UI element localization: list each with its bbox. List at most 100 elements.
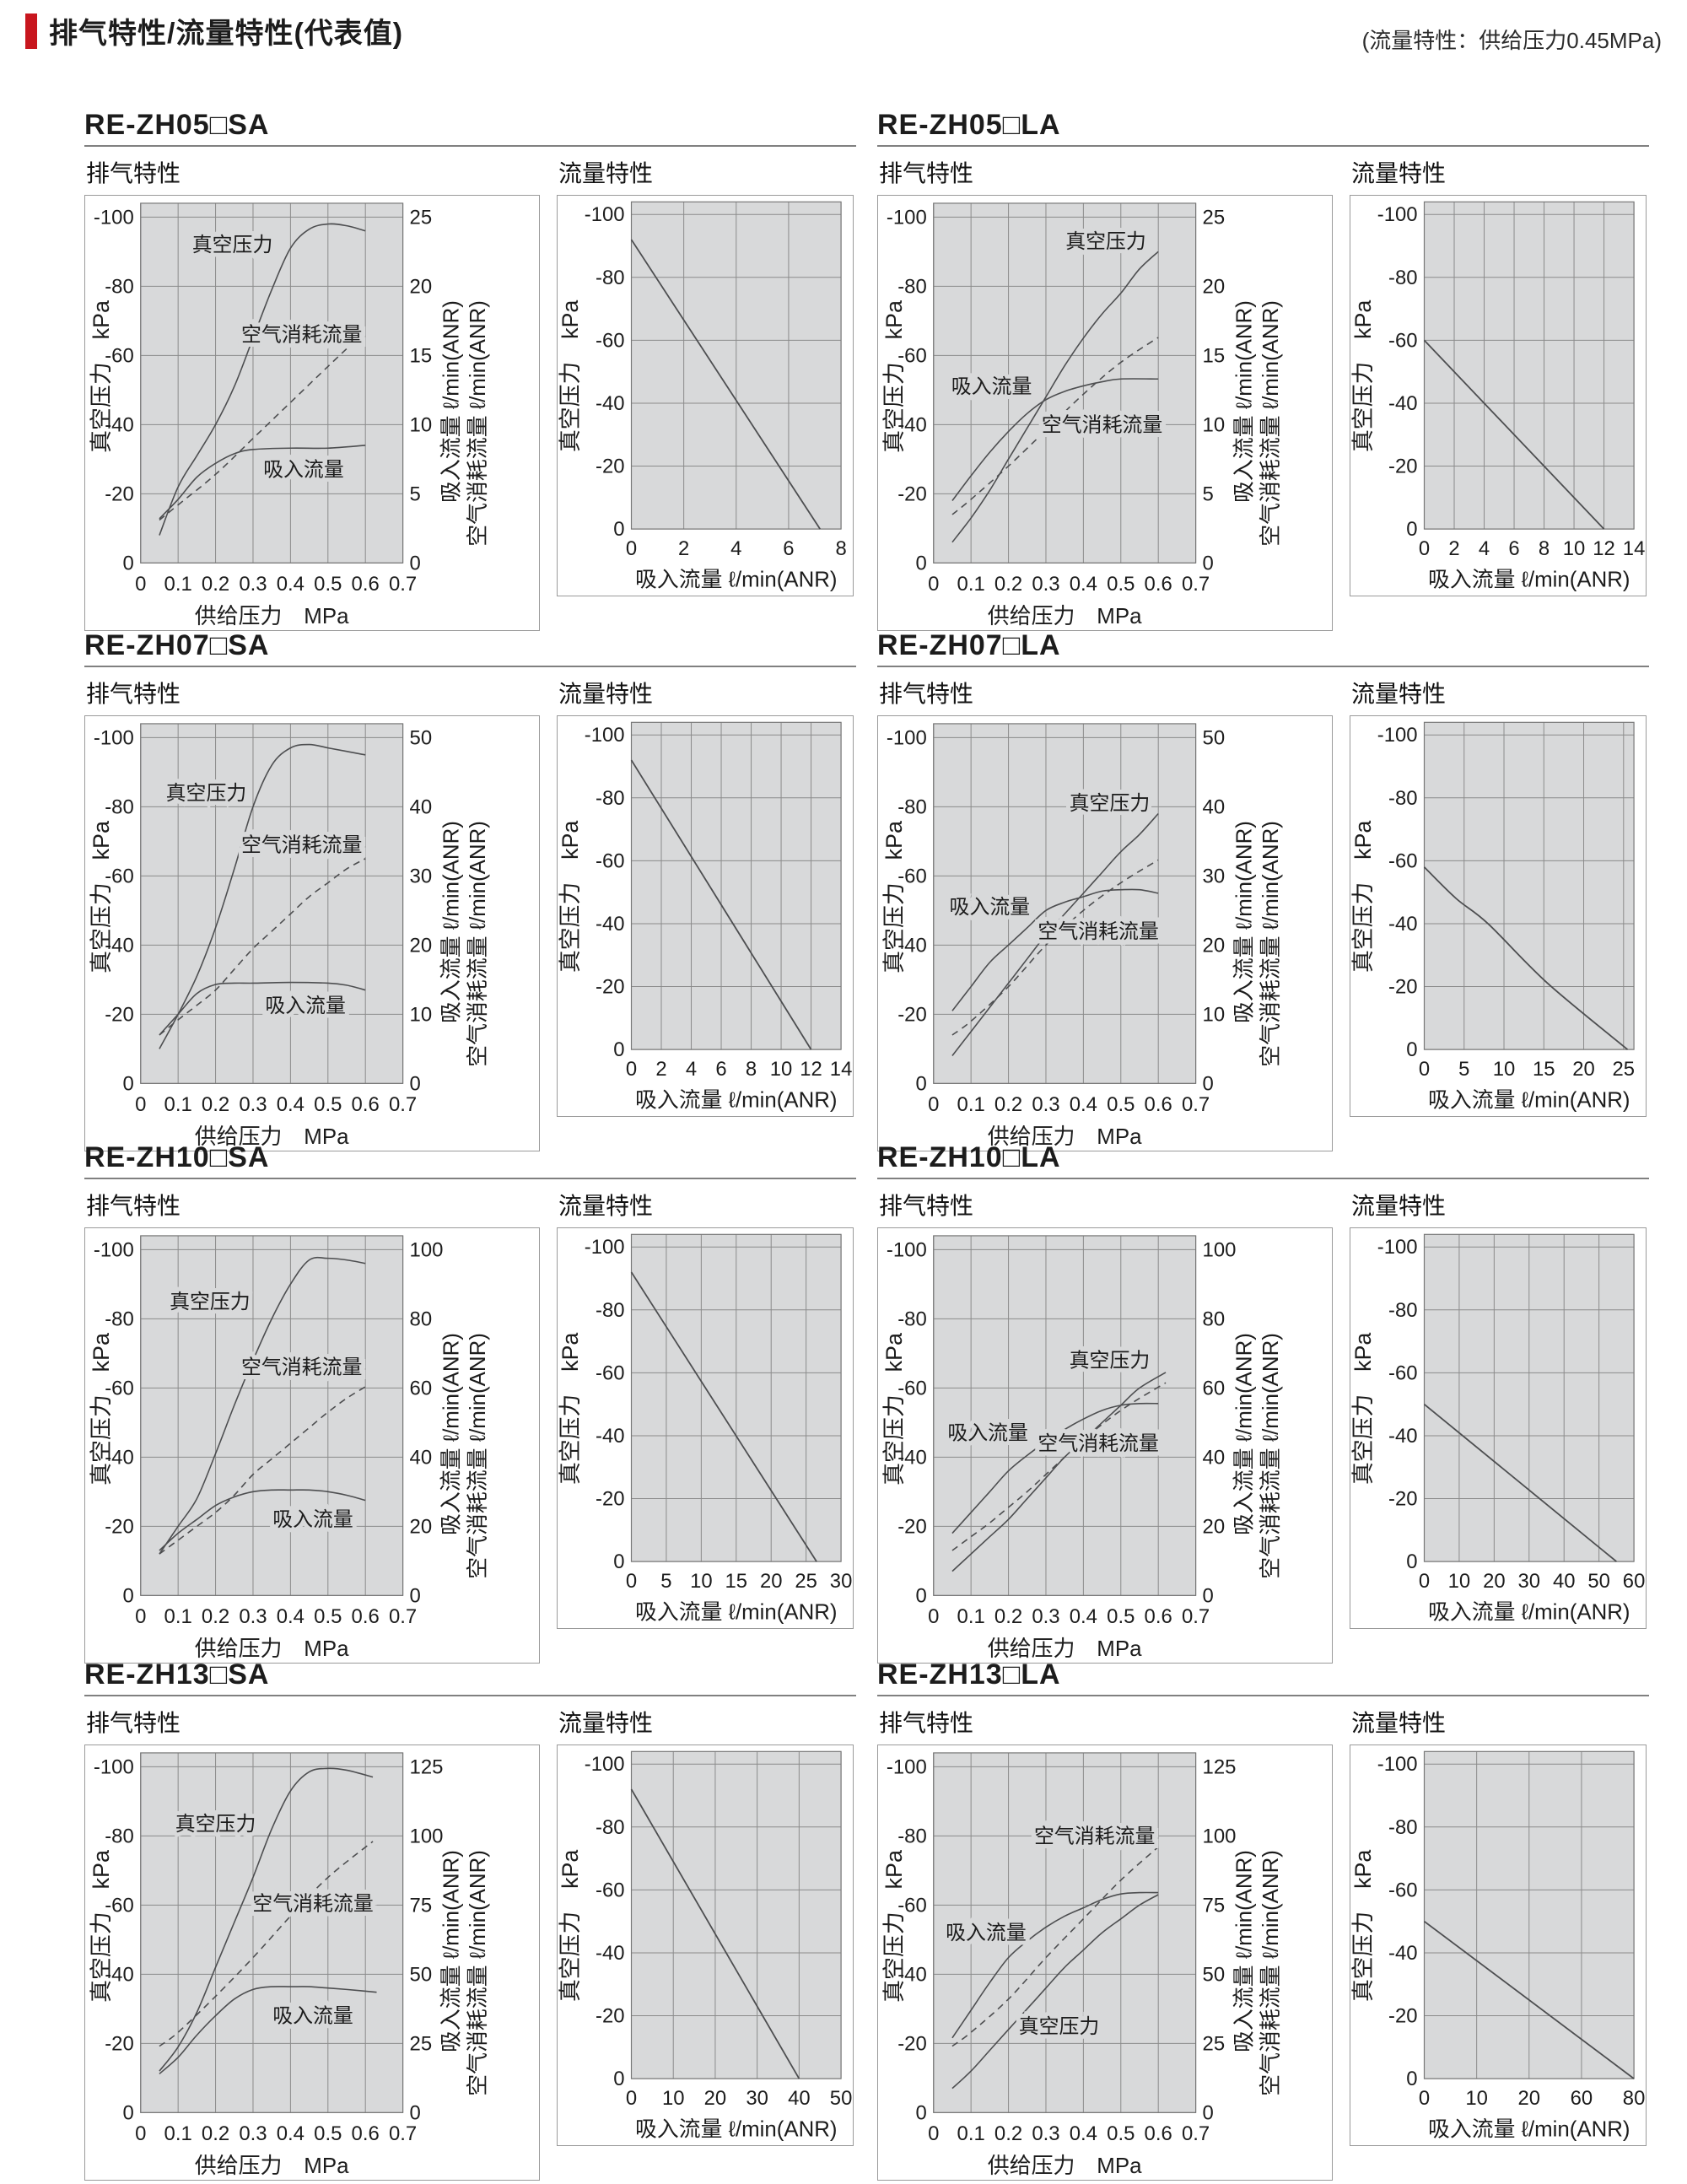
x-tick-label: 0 [928,573,939,596]
model-title: RE-ZH05□SA [84,109,270,141]
y-axis-label-left: 真空压力 kPa [1350,821,1376,973]
x-tick-label: 0.6 [352,1093,380,1116]
x-tick-label: 0.2 [202,2122,229,2145]
y-axis-label-right-suction: 吸入流量 ℓ/min(ANR) [439,821,463,1023]
x-tick-label: 30 [746,2087,768,2110]
y-axis-label-right-suction: 吸入流量 ℓ/min(ANR) [1232,1333,1256,1535]
left-tick-label: -80 [1388,267,1417,289]
left-tick-label: -80 [105,1308,134,1330]
curve-label: 吸入流量 [950,896,1031,919]
right-tick-label: 0 [1203,552,1214,574]
x-tick-label: 0.5 [314,1093,342,1116]
x-tick-label: 80 [1623,2087,1646,2110]
page-header: 排气特性/流量特性(代表值) (流量特性：供给压力0.45MPa) [0,0,1687,76]
x-tick-label: 8 [835,537,846,560]
right-tick-label: 0 [1203,2101,1214,2124]
x-axis-label: 供给压力 MPa [195,1124,349,1149]
left-tick-label: -20 [897,2032,927,2055]
x-tick-label: 0 [135,1093,146,1116]
left-tick-label: -80 [596,1299,624,1322]
left-tick-label: -40 [596,913,624,936]
left-tick-label: 0 [613,2068,624,2090]
flow-subtitle: 流量特性 [1351,1193,1447,1219]
left-tick-label: -40 [897,1963,927,1986]
curve-label: 空气消耗流量 [252,1892,373,1915]
curve-label: 空气消耗流量 [1042,413,1162,436]
y-axis-label-left: 真空压力 kPa [89,821,114,973]
model-group: RE-ZH13□SA 排气特性 真空压力 空气消耗流量 吸入流量 -100 -80 -60… [84,1658,856,2181]
exhaust-subtitle: 排气特性 [86,1193,181,1219]
x-tick-label: 25 [1613,1058,1636,1081]
left-tick-label: -20 [1388,1487,1417,1510]
x-tick-label: 0.3 [1032,1093,1059,1116]
left-tick-label: -40 [596,1942,624,1965]
x-tick-label: 0.3 [239,2122,267,2145]
y-axis-label-left: 真空压力 kPa [558,821,583,973]
x-tick-label: 0.6 [352,1605,380,1628]
y-axis-label-right-consumption: 空气消耗流量 ℓ/min(ANR) [1259,300,1283,547]
flow-curve [1423,1920,1635,2079]
right-tick-label: 25 [1203,2032,1226,2055]
left-tick-label: -60 [1388,849,1417,872]
y-axis-label-right-suction: 吸入流量 ℓ/min(ANR) [1232,1850,1256,2052]
flow-chart-panel: -100 -80 -60 -40 -20 0 0 2 4 6 8 吸入流量 ℓ/min(ANR) 真空压… [557,195,854,596]
suction-curve [951,1891,1159,2039]
flow-chart-panel: -100 -80 -60 -40 -20 0 0 2 4 6 8 10 12 14 吸入流量 ℓ/min(A… [1350,195,1647,596]
title-divider [84,1178,856,1179]
left-tick-label: -100 [887,726,927,749]
left-tick-label: -40 [1388,392,1417,415]
model-group: RE-ZH07□LA 排气特性 真空压力 吸入流量 空气消耗流量 -100 -80 -60… [877,628,1649,1151]
x-tick-label: 60 [1623,1570,1646,1593]
right-tick-label: 80 [410,1308,433,1330]
left-tick-label: -100 [1377,1236,1418,1259]
left-tick-label: -60 [897,865,927,887]
x-tick-label: 4 [686,1058,697,1081]
left-tick-label: -40 [105,934,134,957]
right-tick-label: 10 [1203,413,1226,436]
x-tick-label: 0.1 [164,1093,192,1116]
y-axis-label-right-consumption: 空气消耗流量 ℓ/min(ANR) [1259,1333,1283,1579]
right-tick-label: 10 [1203,1003,1226,1026]
left-tick-label: -20 [596,975,624,998]
x-tick-label: 0.2 [994,573,1022,596]
consumption-curve [159,1841,374,2047]
flow-chart-svg: -100 -80 -60 -40 -20 00 2 4 6 8 吸入流量 ℓ/min(ANR) 真空压… [558,201,847,592]
x-axis-label: 供给压力 MPa [988,2154,1142,2178]
x-axis-label: 吸入流量 ℓ/min(ANR) [635,2117,838,2142]
consumption-curve [159,341,355,521]
x-tick-label: 2 [1448,537,1459,560]
x-tick-label: 0 [626,537,637,560]
x-tick-label: 0 [135,2122,146,2145]
y-axis-label-left: 真空压力 kPa [558,300,583,452]
x-tick-label: 0 [1419,1058,1430,1081]
x-tick-label: 14 [830,1058,853,1081]
exhaust-subtitle: 排气特性 [879,681,974,707]
flow-curve [630,759,812,1050]
x-tick-label: 0 [1419,2087,1430,2110]
y-axis-label-left: 真空压力 kPa [881,821,907,973]
x-tick-label: 0 [135,1605,146,1628]
plot-area [933,202,1196,564]
left-tick-label: -80 [1388,1299,1417,1322]
left-tick-label: -20 [1388,2004,1417,2027]
curve-label: 真空压力 [1070,792,1151,815]
x-axis-label: 供给压力 MPa [195,2154,349,2178]
x-tick-label: 0.3 [239,573,267,596]
x-tick-label: 0.6 [352,2122,380,2145]
curve-label: 空气消耗流量 [241,324,362,347]
y-axis-label-right-consumption: 空气消耗流量 ℓ/min(ANR) [1259,1850,1283,2096]
left-tick-label: -20 [1388,455,1417,477]
flow-curve [630,1271,817,1562]
plot-area [140,1235,403,1596]
x-tick-label: 0.1 [957,573,985,596]
right-tick-label: 20 [410,275,433,298]
right-tick-label: 100 [1203,1238,1237,1261]
x-tick-label: 40 [1553,1570,1576,1593]
x-tick-label: 0.7 [389,2122,417,2145]
right-tick-label: 50 [410,726,433,749]
